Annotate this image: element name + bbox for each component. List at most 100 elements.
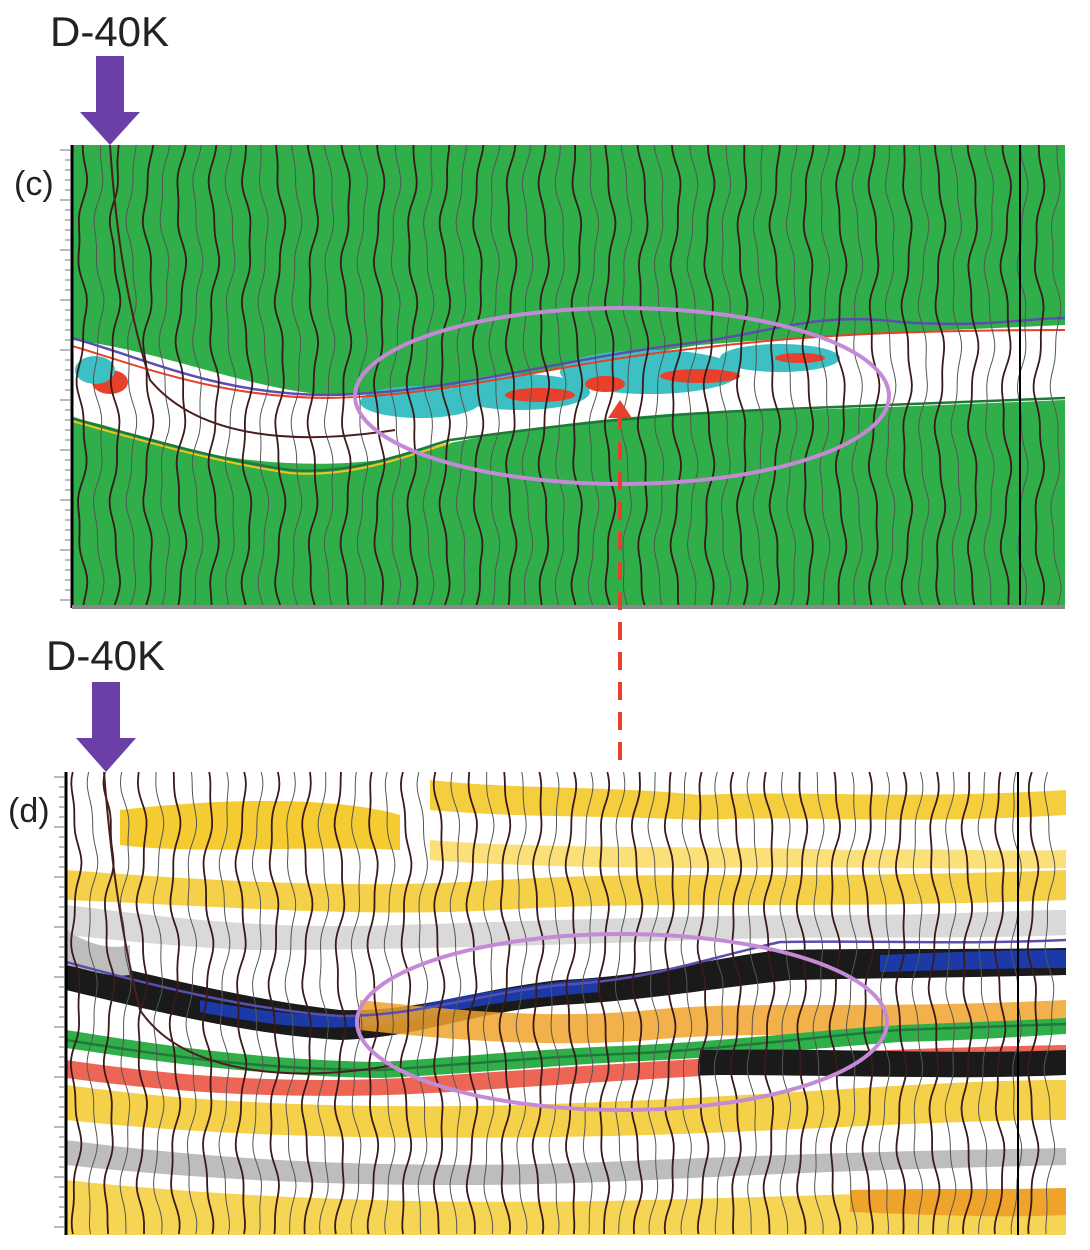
seismic-trace [647,772,660,1235]
seismic-trace [531,772,545,1235]
well-log-c [109,145,396,439]
seismic-trace [465,772,479,1235]
seismic-trace [273,145,287,608]
seismic-trace [373,145,386,608]
seismic-trace [201,772,215,1235]
seismic-trace [350,772,363,1235]
seismic-trace [828,772,842,1235]
seismic-trace [548,772,561,1235]
seismic-trace [752,145,765,608]
seismic-trace [911,772,924,1235]
seismic-trace [317,772,330,1235]
seismic-trace [1043,772,1056,1235]
seismic-traces-d [69,772,1056,1235]
seismic-trace [735,145,749,608]
seismic-trace [719,145,732,608]
seismic-trace [630,772,644,1235]
seismic-trace [432,772,446,1235]
seismic-trace [762,772,776,1235]
seismic-trace [845,772,858,1235]
seismic-trace [993,772,1007,1235]
seismic-trace [152,772,165,1235]
seismic-trace [333,772,347,1235]
amplitude-bands-d [66,780,1066,1235]
down-arrow-icon [76,682,136,772]
seismic-trace [168,772,182,1235]
well-label-top: D-40K [50,8,169,55]
seismic-trace [422,145,435,608]
seismic-trace [158,145,171,608]
seismic-trace [218,772,231,1235]
seismic-trace [983,145,996,608]
seismic-trace [207,145,221,608]
seismic-trace [75,145,89,608]
seismic-trace [1027,772,1040,1235]
seismic-trace [597,772,611,1235]
seismic-trace [944,772,957,1234]
seismic-trace [851,145,864,608]
seismic-trace [455,145,468,608]
seismic-trace [564,772,578,1235]
green-reflector [66,1018,1066,1078]
seismic-trace [554,145,567,608]
seismic-trace [835,145,848,608]
horizon-top-d [66,938,1066,1018]
seismic-trace [356,145,369,608]
well-label-bottom: D-40K [46,632,165,679]
seismic-trace [818,145,831,608]
seismic-trace [696,772,710,1235]
seismic-trace [977,772,990,1235]
seismic-trace [438,145,452,608]
seismic-trace [323,145,336,608]
seismic-trace [174,145,188,608]
seismic-trace [614,772,627,1234]
depth-ruler-d [54,776,64,1228]
seismic-trace [135,772,148,1234]
seismic-trace [306,145,320,608]
seismic-trace [653,145,666,608]
seismic-trace [185,772,198,1235]
seismic-panel-d [54,772,1066,1235]
highlight-ellipse-d [355,932,889,1112]
seismic-trace [603,145,617,608]
seismic-trace [785,145,798,608]
seismic-trace [702,145,716,608]
seismic-panel-c [60,145,1065,609]
seismic-trace [240,145,254,608]
seismic-trace [141,145,155,608]
seismic-trace [69,772,83,1235]
panel-label-d: (d) [8,792,50,830]
seismic-trace [801,145,815,608]
seismic-trace [482,772,495,1235]
seismic-trace [581,772,594,1235]
seismic-trace [191,145,204,608]
blue-reflector [200,978,600,1028]
seismic-trace [515,772,528,1235]
seismic-trace [125,145,138,608]
seismic-traces-c [75,145,1062,608]
seismic-trace [917,145,930,608]
seismic-trace [1032,145,1046,608]
seismic-trace [663,772,677,1235]
seismic-trace [224,145,237,608]
seismic-trace [900,145,914,608]
seismic-trace [768,145,782,608]
seismic-trace [267,772,281,1235]
horizon-bottom-c [72,396,1065,472]
down-arrow-icon [80,56,140,145]
seismic-trace [729,772,743,1235]
seismic-trace [290,145,303,608]
seismic-trace [861,772,875,1235]
seismic-trace [950,145,963,608]
seismic-trace [366,772,380,1235]
seismic-trace [812,772,825,1235]
seismic-trace [521,145,534,608]
seismic-trace [894,772,908,1235]
seismic-trace [999,145,1013,608]
seismic-trace [257,145,270,608]
depth-ruler-c [60,149,70,601]
seismic-trace [300,772,314,1235]
horizon-top-c [72,316,1065,397]
seismic-trace [779,772,792,1234]
